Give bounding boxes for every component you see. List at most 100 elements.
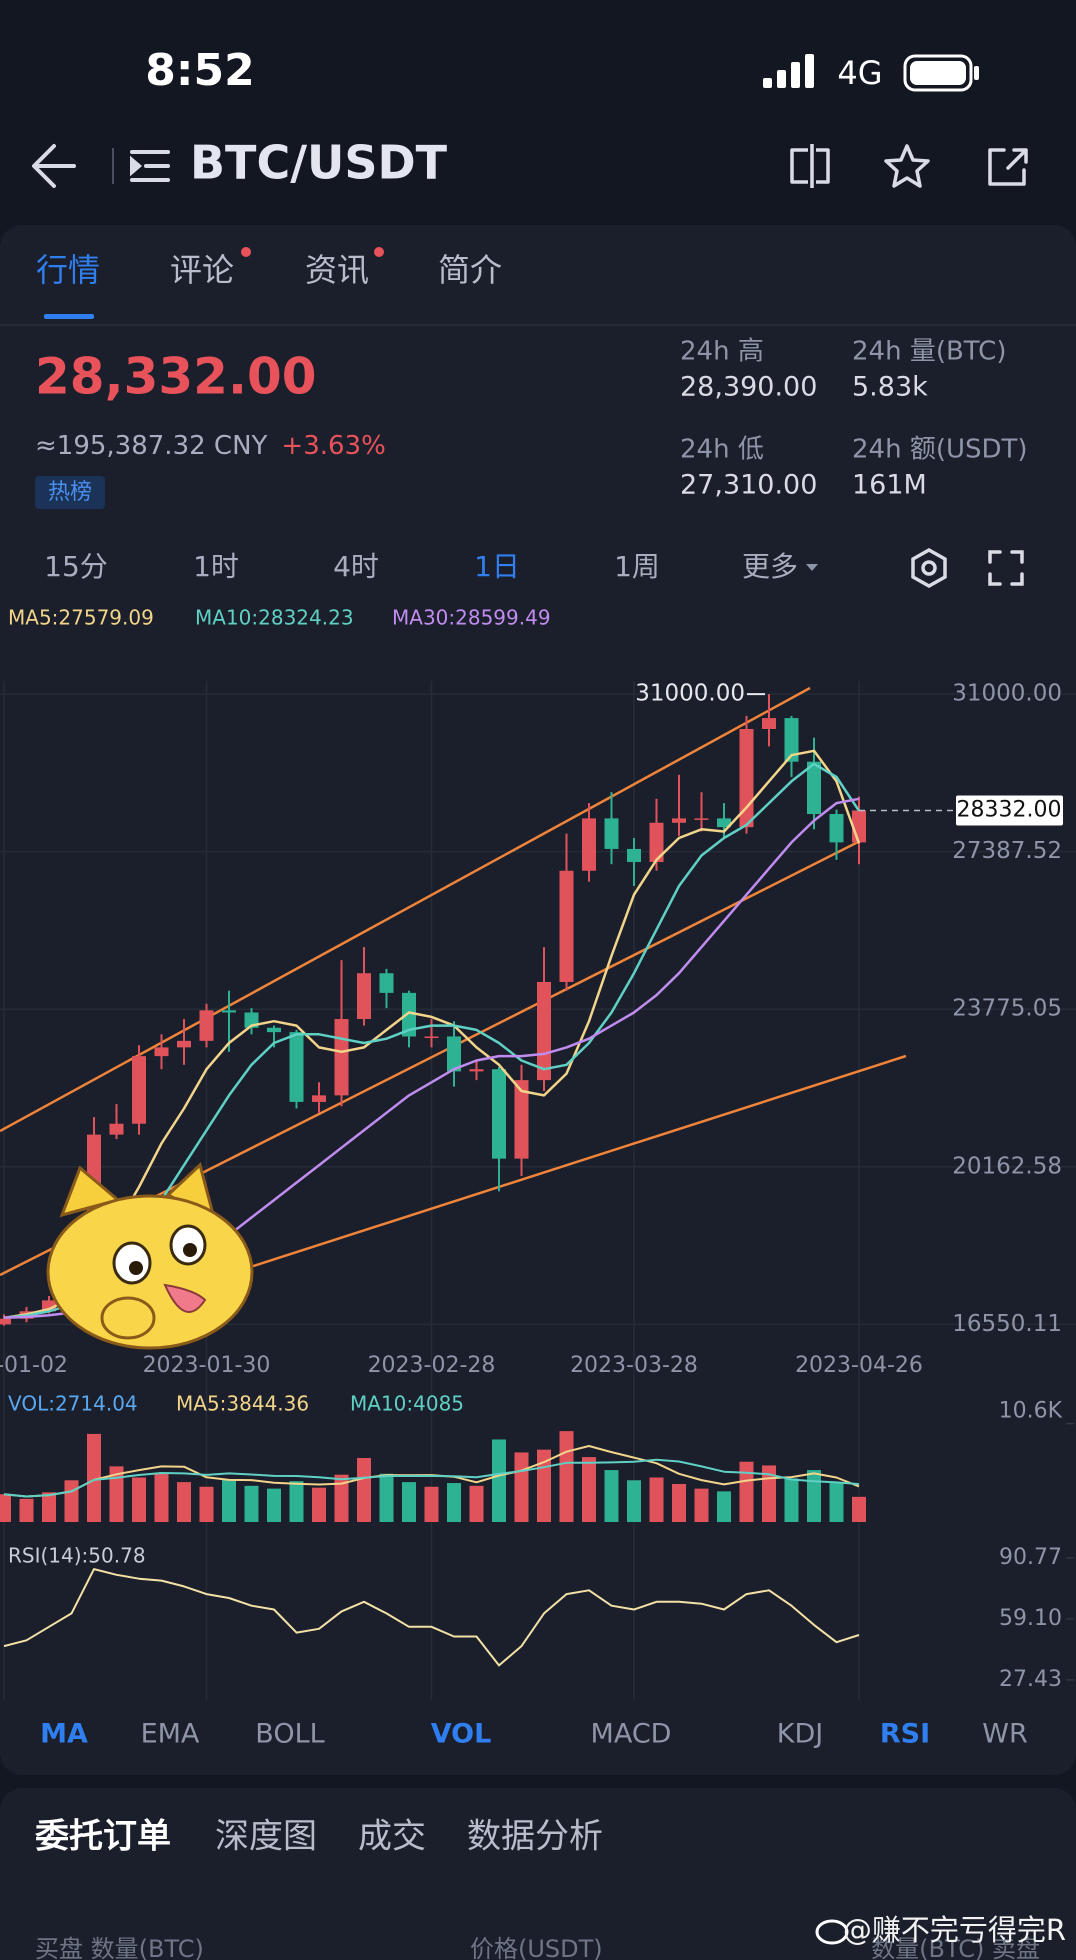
candle-body xyxy=(402,992,416,1037)
cat-sticker xyxy=(46,1162,254,1350)
volume-bar xyxy=(42,1492,56,1522)
interval-option[interactable]: 15分 xyxy=(44,550,108,583)
price-change: +3.63% xyxy=(281,431,385,461)
signal-icon xyxy=(763,54,814,88)
indicator-tab[interactable]: MACD xyxy=(591,1719,672,1750)
stat-label: 24h 额(USDT) xyxy=(852,435,1028,465)
order-columns: 买盘 数量(BTC) 价格(USDT) 数量(BTC) 卖盘 xyxy=(35,1935,1040,1960)
tab[interactable]: 资讯 xyxy=(305,251,369,289)
x-tick-label: 2023-02-28 xyxy=(368,1353,496,1378)
list-icon-arrow xyxy=(130,155,143,177)
volume-ma-line xyxy=(3,1458,860,1498)
order-panel xyxy=(0,1788,1076,1960)
y-tick-label: 20162.58 xyxy=(952,1153,1062,1179)
volume-bar xyxy=(807,1470,821,1522)
candle-body xyxy=(582,818,596,871)
signal-bar xyxy=(777,70,786,88)
candle-body xyxy=(672,818,686,823)
volume-bar xyxy=(87,1433,101,1522)
y-tick-label: 59.10 xyxy=(999,1606,1062,1631)
battery-level xyxy=(910,61,966,85)
volume-bar xyxy=(852,1496,866,1522)
candle-body xyxy=(379,973,394,993)
candle-body xyxy=(199,1010,214,1041)
tag-background xyxy=(35,476,105,509)
volume-bar xyxy=(199,1486,214,1522)
indicator-tab[interactable]: KDJ xyxy=(777,1719,823,1750)
volume-bar xyxy=(19,1498,34,1522)
volume-bar xyxy=(154,1473,169,1522)
volume-bar xyxy=(514,1452,529,1522)
interval-option[interactable]: 4时 xyxy=(333,550,379,583)
chart-settings-button[interactable] xyxy=(911,547,947,589)
interval-option[interactable]: 1周 xyxy=(614,550,660,583)
volume-bar xyxy=(109,1466,124,1522)
candle-body xyxy=(154,1047,169,1057)
volume-bar xyxy=(627,1480,641,1522)
fullscreen-button[interactable] xyxy=(988,550,1024,586)
signal-bar xyxy=(763,78,772,88)
sticker-pupil xyxy=(129,1261,143,1275)
back-button[interactable] xyxy=(32,144,76,188)
compare-icon xyxy=(790,144,830,188)
share-button[interactable] xyxy=(988,148,1028,186)
interval-option[interactable]: 1时 xyxy=(193,550,239,583)
watermark: @赚不完亏得完R xyxy=(843,1913,1066,1947)
indicator-bar: MA EMA BOLL VOL MACD KDJ RSI WR xyxy=(40,1719,1028,1750)
volume-bar xyxy=(447,1483,461,1522)
hot-tag[interactable]: 热榜 xyxy=(48,480,92,505)
favorite-button[interactable] xyxy=(884,144,930,188)
candle-body xyxy=(447,1036,461,1072)
order-tab[interactable]: 深度图 xyxy=(215,1817,317,1857)
volume-bar xyxy=(829,1483,844,1522)
indicator-tab[interactable]: WR xyxy=(982,1719,1027,1750)
tab[interactable]: 行情 xyxy=(36,251,100,289)
last-price: 28,332.00 xyxy=(35,348,317,406)
candle-body xyxy=(222,1010,236,1013)
x-tick-label: 2023-01-30 xyxy=(143,1353,271,1378)
volume-label: VOL:2714.04 xyxy=(8,1392,138,1416)
high-marker: 31000.00 xyxy=(635,681,745,707)
candle-body xyxy=(267,1027,281,1033)
indicator-tab[interactable]: MA xyxy=(40,1719,88,1750)
candle-body xyxy=(0,1318,11,1325)
settings-icon xyxy=(911,547,947,589)
order-tab[interactable]: 委托订单 xyxy=(35,1817,171,1857)
candle-body xyxy=(132,1056,146,1124)
indicator-tab[interactable]: EMA xyxy=(141,1719,200,1750)
indicator-tab[interactable]: BOLL xyxy=(255,1719,324,1750)
price-secondary: ≈195,387.32 CNY +3.63% xyxy=(35,431,386,461)
legend-entry: MA30:28599.49 xyxy=(392,606,551,630)
stat-value: 5.83k xyxy=(852,372,928,403)
tab[interactable]: 评论 xyxy=(170,251,234,289)
order-tab[interactable]: 成交 xyxy=(358,1817,426,1857)
candle-body xyxy=(559,870,574,982)
volume-bar xyxy=(334,1474,349,1522)
volume-bar xyxy=(312,1487,326,1522)
y-tick-label: 31000.00 xyxy=(952,681,1062,707)
interval-option[interactable]: 1日 xyxy=(474,550,520,583)
interval-option[interactable]: 更多 xyxy=(742,550,798,583)
candle-body xyxy=(424,1036,439,1038)
order-column-header: 价格(USDT) xyxy=(470,1935,603,1960)
compare-button[interactable] xyxy=(790,144,830,188)
fullscreen-icon xyxy=(988,550,1024,586)
tab[interactable]: 简介 xyxy=(438,251,502,289)
indicator-tab[interactable]: RSI xyxy=(880,1719,930,1750)
order-tab[interactable]: 数据分析 xyxy=(467,1817,603,1857)
y-tick-label: 27.43 xyxy=(999,1667,1062,1692)
volume-bar xyxy=(244,1485,259,1522)
y-tick-label: 23775.05 xyxy=(952,996,1062,1022)
volume-bar xyxy=(559,1431,574,1522)
weibo-icon-shape xyxy=(815,1919,849,1945)
stat-value: 28,390.00 xyxy=(680,372,817,403)
y-tick-label: 16550.11 xyxy=(952,1311,1062,1337)
volume-bar xyxy=(784,1478,799,1522)
x-tick-label: 2023-03-28 xyxy=(570,1353,698,1378)
x-tick-label: 2023-04-26 xyxy=(795,1353,923,1378)
signal-bar xyxy=(791,62,800,88)
indicator-tab[interactable]: VOL xyxy=(431,1719,492,1750)
pair-list-button[interactable] xyxy=(130,150,170,182)
cny-price: ≈195,387.32 CNY xyxy=(35,431,268,461)
